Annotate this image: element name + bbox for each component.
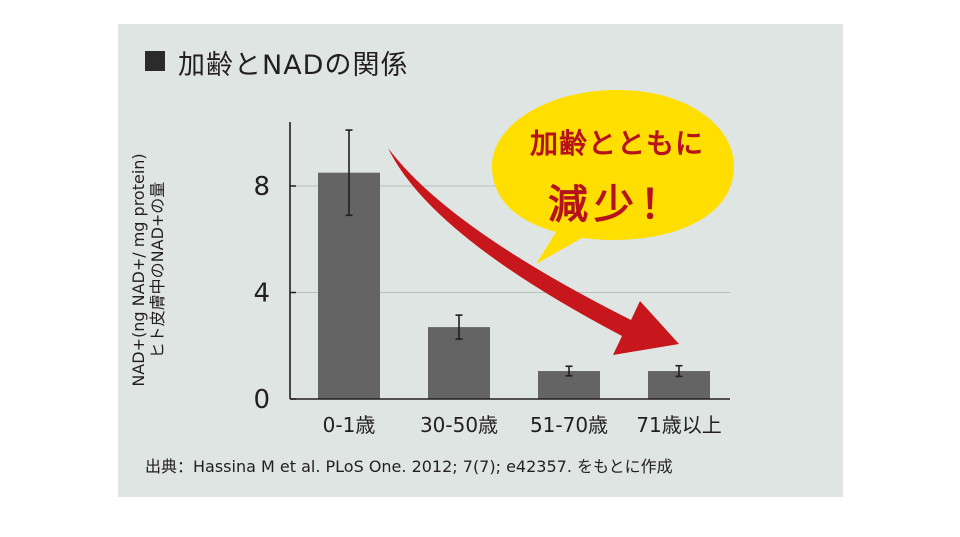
x-tick-label: 30-50歳 — [420, 413, 498, 437]
source-citation: 出典：Hassina M et al. PLoS One. 2012; 7(7)… — [145, 457, 673, 476]
x-tick-label: 51-70歳 — [530, 413, 608, 437]
y-tick-label: 8 — [253, 172, 270, 202]
trend-arrow-icon — [388, 148, 679, 355]
y-axis-label-line1: NAD+(ng NAD+/ mg protein) — [129, 153, 148, 387]
title-bullet-icon — [145, 51, 165, 71]
callout-line1: 加齢とともに — [529, 127, 705, 160]
x-tick-label: 71歳以上 — [636, 413, 721, 437]
y-tick-label: 4 — [253, 279, 270, 309]
callout-decoration — [388, 90, 734, 355]
x-tick-label: 0-1歳 — [323, 413, 376, 437]
callout-line2: 減少！ — [548, 181, 686, 228]
bars — [318, 129, 710, 399]
chart-panel — [118, 24, 843, 497]
y-tick-label: 0 — [253, 385, 270, 415]
chart-title: 加齢とNADの関係 — [178, 50, 409, 81]
y-axis-label-line2: ヒト皮膚中のNAD+の量 — [148, 181, 167, 359]
axes: 0 4 8 0-1歳 30-50歳 51-70歳 71歳以上 — [253, 122, 730, 437]
speech-bubble — [492, 90, 734, 264]
